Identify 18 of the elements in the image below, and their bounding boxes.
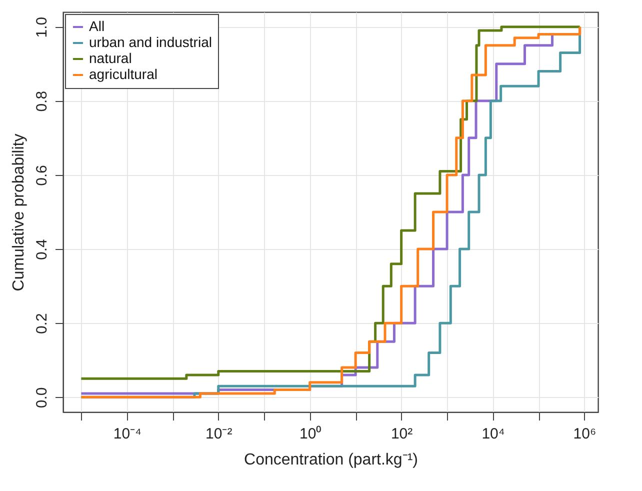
y-tick-label: 0.4 (34, 239, 50, 260)
x-tick-label: 10⁴ (482, 426, 505, 442)
y-tick-label: 0.2 (34, 313, 50, 334)
y-axis-title: Cumulative probability (10, 134, 28, 292)
y-tick-label: 0.6 (34, 165, 50, 186)
legend-label: urban and industrial (89, 34, 212, 50)
x-tick-label: 10⁰ (300, 426, 322, 442)
x-tick-label: 10⁻² (206, 426, 232, 442)
x-tick-label: 10⁻⁴ (113, 426, 142, 442)
legend-label: agricultural (89, 66, 158, 82)
x-tick-label: 10² (390, 426, 413, 442)
x-axis-title: Concentration (part.kg⁻¹) (244, 452, 418, 468)
y-tick-label: 1.0 (34, 16, 50, 38)
legend-label: natural (89, 50, 132, 66)
x-tick-label: 10⁶ (573, 426, 596, 442)
legend-label: All (89, 18, 105, 34)
y-tick-label: 0.8 (34, 90, 50, 112)
y-tick-label: 0.0 (34, 387, 50, 408)
